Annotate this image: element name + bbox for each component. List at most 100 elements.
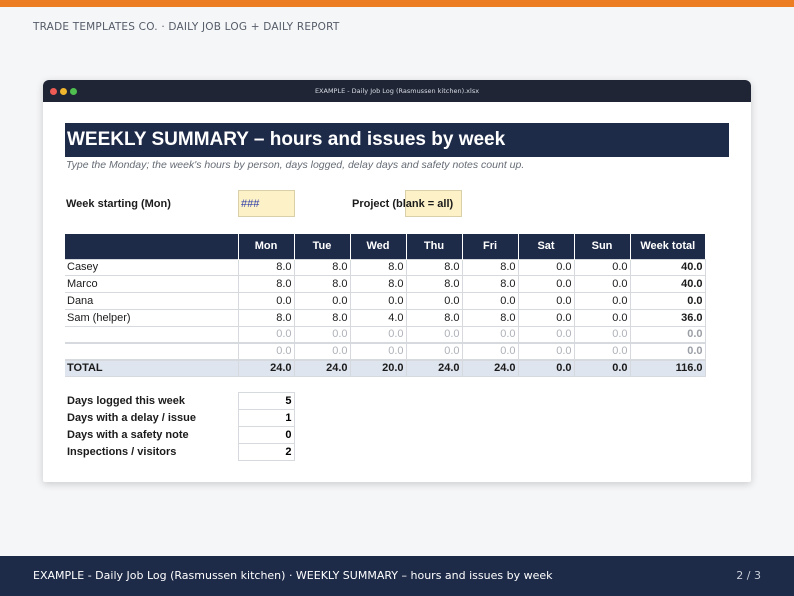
cell-week-total[interactable]: 40.0	[629, 258, 706, 277]
cell-hours[interactable]: 0.0	[461, 342, 519, 361]
cell-hours[interactable]: 0.0	[517, 275, 575, 294]
cell-hours[interactable]: 0.0	[573, 258, 631, 277]
cell-total-hours[interactable]: 24.0	[293, 359, 351, 378]
page-number: 2 / 3	[736, 569, 761, 582]
col-header-thu: Thu	[406, 234, 463, 259]
summary-value[interactable]: 5	[237, 392, 295, 410]
minimize-dot-icon[interactable]	[60, 88, 67, 95]
cell-hours[interactable]: 8.0	[293, 258, 351, 277]
cell-week-total[interactable]: 0.0	[629, 342, 706, 361]
cell-person-name[interactable]: Marco	[65, 275, 239, 294]
col-header-week-total: Week total	[630, 234, 705, 259]
cell-hours[interactable]: 8.0	[461, 258, 519, 277]
cell-hours[interactable]: 8.0	[405, 275, 463, 294]
cell-hours[interactable]: 0.0	[461, 292, 519, 310]
summary-value[interactable]: 0	[237, 426, 295, 444]
cell-hours[interactable]: 0.0	[517, 308, 575, 327]
cell-total-hours[interactable]: 24.0	[461, 359, 519, 378]
cell-hours[interactable]: 0.0	[349, 292, 407, 310]
cell-hours[interactable]: 0.0	[293, 292, 351, 310]
cell-hours[interactable]: 0.0	[461, 325, 519, 344]
cell-hours[interactable]: 0.0	[237, 342, 295, 361]
project-label: Project (blank = all)	[352, 198, 454, 210]
hours-table: Mon Tue Wed Thu Fri Sat Sun Week total C…	[65, 234, 706, 378]
cell-total-hours[interactable]: 24.0	[237, 359, 295, 378]
cell-total-hours[interactable]: 24.0	[405, 359, 463, 378]
summary-label: Days logged this week	[67, 395, 185, 407]
cell-person-name[interactable]: Casey	[65, 258, 239, 277]
maximize-dot-icon[interactable]	[70, 88, 77, 95]
cell-hours[interactable]: 0.0	[573, 308, 631, 327]
table-header-row: Mon Tue Wed Thu Fri Sat Sun Week total	[65, 234, 705, 259]
cell-hours[interactable]: 4.0	[349, 308, 407, 327]
cell-total-hours[interactable]: 0.0	[517, 359, 575, 378]
cell-hours[interactable]: 8.0	[405, 308, 463, 327]
total-row: TOTAL 24.0 24.0 20.0 24.0 24.0 0.0 0.0 116.0	[65, 359, 706, 378]
summary-label: Days with a delay / issue	[67, 412, 197, 424]
cell-hours[interactable]: 0.0	[517, 325, 575, 344]
cell-hours[interactable]: 8.0	[349, 275, 407, 294]
window-titlebar[interactable]: EXAMPLE - Daily Job Log (Rasmussen kitch…	[43, 80, 751, 102]
col-header-fri: Fri	[462, 234, 519, 259]
summary-row: Inspections / visitors 2	[65, 443, 295, 461]
cell-hours[interactable]: 0.0	[293, 342, 351, 361]
window-title: EXAMPLE - Daily Job Log (Rasmussen kitch…	[314, 87, 480, 95]
cell-person-name[interactable]	[65, 325, 239, 344]
footer-bar: EXAMPLE - Daily Job Log (Rasmussen kitch…	[0, 556, 794, 596]
cell-hours[interactable]: 0.0	[349, 325, 407, 344]
cell-hours[interactable]: 8.0	[237, 258, 295, 277]
cell-week-total[interactable]: 40.0	[629, 275, 706, 294]
table-row: 0.0 0.0 0.0 0.0 0.0 0.0 0.0 0.0	[65, 325, 706, 344]
cell-total-hours[interactable]: 0.0	[573, 359, 631, 378]
cell-person-name[interactable]: Sam (helper)	[65, 308, 239, 327]
cell-hours[interactable]: 8.0	[293, 275, 351, 294]
cell-week-total[interactable]: 0.0	[629, 292, 706, 310]
cell-hours[interactable]: 0.0	[405, 292, 463, 310]
cell-person-name[interactable]: Dana	[65, 292, 239, 310]
cell-hours[interactable]: 0.0	[237, 325, 295, 344]
sheet-subtitle: Type the Monday; the week's hours by per…	[66, 159, 525, 171]
cell-hours[interactable]: 0.0	[573, 325, 631, 344]
close-dot-icon[interactable]	[50, 88, 57, 95]
cell-grand-total[interactable]: 116.0	[629, 359, 706, 378]
cell-hours[interactable]: 0.0	[517, 258, 575, 277]
col-header-mon: Mon	[238, 234, 295, 259]
table-row: 0.0 0.0 0.0 0.0 0.0 0.0 0.0 0.0	[65, 342, 706, 361]
cell-hours[interactable]: 8.0	[461, 308, 519, 327]
cell-hours[interactable]: 8.0	[405, 258, 463, 277]
table-row: Dana 0.0 0.0 0.0 0.0 0.0 0.0 0.0 0.0	[65, 292, 706, 310]
cell-hours[interactable]: 8.0	[237, 275, 295, 294]
cell-week-total[interactable]: 0.0	[629, 325, 706, 344]
week-start-input[interactable]: ###	[238, 190, 295, 217]
cell-hours[interactable]: 8.0	[461, 275, 519, 294]
cell-hours[interactable]: 8.0	[293, 308, 351, 327]
col-header-sat: Sat	[518, 234, 575, 259]
cell-hours[interactable]: 0.0	[293, 325, 351, 344]
cell-hours[interactable]: 0.0	[573, 292, 631, 310]
cell-hours[interactable]: 0.0	[517, 292, 575, 310]
cell-hours[interactable]: 0.0	[405, 325, 463, 344]
project-input[interactable]	[405, 190, 462, 217]
footer-text: EXAMPLE - Daily Job Log (Rasmussen kitch…	[33, 569, 553, 582]
spreadsheet-window: EXAMPLE - Daily Job Log (Rasmussen kitch…	[43, 80, 751, 482]
table-row: Casey 8.0 8.0 8.0 8.0 8.0 0.0 0.0 40.0	[65, 258, 706, 277]
cell-hours[interactable]: 8.0	[349, 258, 407, 277]
sheet-title: WEEKLY SUMMARY – hours and issues by wee…	[65, 123, 729, 157]
cell-week-total[interactable]: 36.0	[629, 308, 706, 327]
col-header-name	[65, 234, 239, 259]
cell-hours[interactable]: 0.0	[517, 342, 575, 361]
cell-hours[interactable]: 0.0	[405, 342, 463, 361]
cell-hours[interactable]: 0.0	[573, 342, 631, 361]
cell-hours[interactable]: 8.0	[237, 308, 295, 327]
summary-value[interactable]: 2	[237, 443, 295, 461]
cell-person-name[interactable]	[65, 342, 239, 361]
cell-hours[interactable]: 0.0	[573, 275, 631, 294]
summary-value[interactable]: 1	[237, 409, 295, 427]
table-row: Sam (helper) 8.0 8.0 4.0 8.0 8.0 0.0 0.0 36.0	[65, 308, 706, 327]
cell-total-hours[interactable]: 20.0	[349, 359, 407, 378]
summary-row: Days logged this week 5	[65, 392, 295, 410]
summary-row: Days with a safety note 0	[65, 426, 295, 444]
cell-hours[interactable]: 0.0	[349, 342, 407, 361]
header-brand: TRADE TEMPLATES CO. · DAILY JOB LOG + DA…	[33, 21, 340, 33]
cell-hours[interactable]: 0.0	[237, 292, 295, 310]
